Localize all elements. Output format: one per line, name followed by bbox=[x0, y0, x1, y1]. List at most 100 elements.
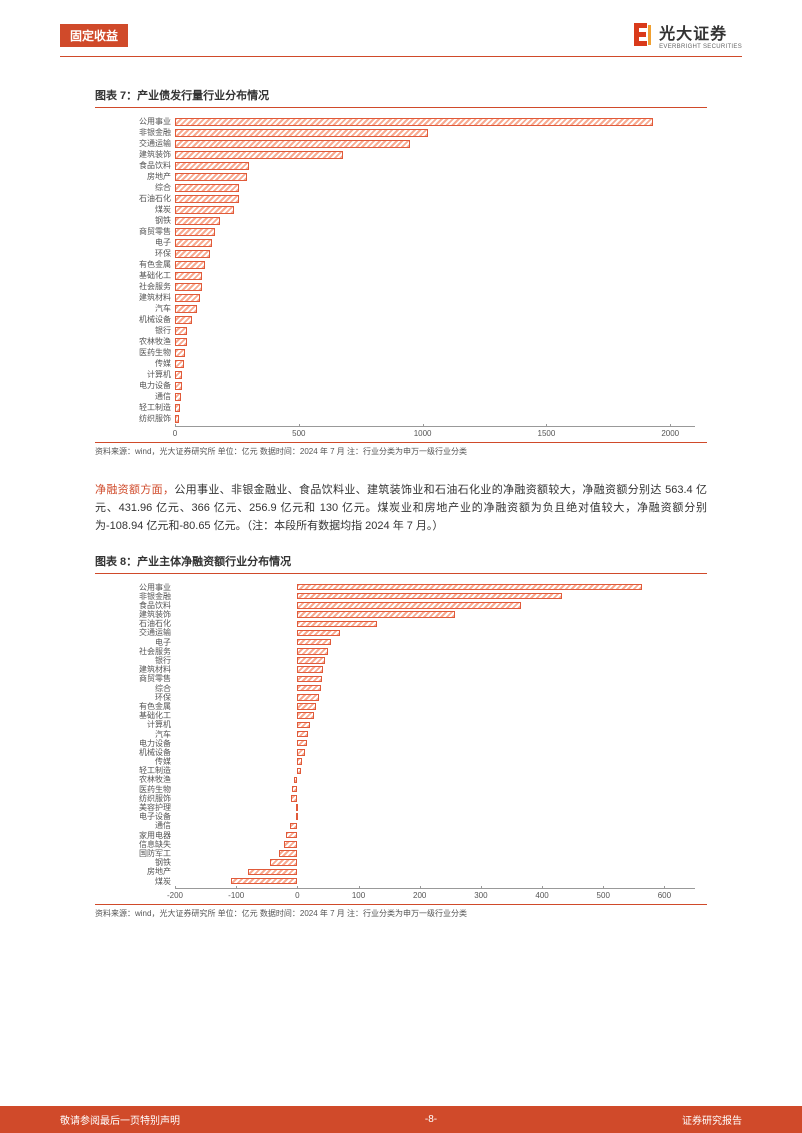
chart-8-bar-track bbox=[175, 840, 695, 849]
chart-8-bar bbox=[297, 749, 304, 756]
chart-8-row: 食品饮料 bbox=[95, 601, 707, 610]
chart-8-bar bbox=[297, 593, 561, 600]
chart-8-row: 机械设备 bbox=[95, 748, 707, 757]
chart-8-row: 商贸零售 bbox=[95, 674, 707, 683]
chart-7-row: 商贸零售 bbox=[95, 226, 707, 237]
chart-7-category-label: 食品饮料 bbox=[95, 160, 175, 171]
chart-7-bar bbox=[175, 371, 182, 379]
chart-8-bar-track bbox=[175, 610, 695, 619]
chart-7-category-label: 建筑装饰 bbox=[95, 149, 175, 160]
chart-7-row: 机械设备 bbox=[95, 314, 707, 325]
chart-8-bar-track bbox=[175, 628, 695, 637]
chart-8-bar bbox=[294, 777, 297, 784]
chart-7-category-label: 基础化工 bbox=[95, 270, 175, 281]
chart-7-bar-track bbox=[175, 281, 707, 292]
chart-7-bar bbox=[175, 349, 185, 357]
chart-8-axis-label: 400 bbox=[535, 891, 548, 900]
chart-8-row: 基础化工 bbox=[95, 711, 707, 720]
page-content: 图表 7：产业债发行量行业分布情况 公用事业非银金融交通运输建筑装饰食品饮料房地… bbox=[0, 57, 802, 919]
chart-7-axis-label: 1500 bbox=[538, 429, 556, 438]
chart-7-bar-track bbox=[175, 358, 707, 369]
chart-8-row: 电子 bbox=[95, 638, 707, 647]
logo-text-en: EVERBRIGHT SECURITIES bbox=[659, 44, 742, 50]
chart-8-bar-track bbox=[175, 821, 695, 830]
chart-8-bar bbox=[297, 666, 323, 673]
chart-7-category-label: 非银金融 bbox=[95, 127, 175, 138]
chart-8-bar-track bbox=[175, 674, 695, 683]
page-header: 固定收益 光大证券 EVERBRIGHT SECURITIES bbox=[0, 0, 802, 50]
footer-center: -8- bbox=[425, 1114, 437, 1125]
chart-7: 图表 7：产业债发行量行业分布情况 公用事业非银金融交通运输建筑装饰食品饮料房地… bbox=[95, 87, 707, 457]
chart-8-bar-track bbox=[175, 830, 695, 839]
chart-7-axis-label: 500 bbox=[292, 429, 305, 438]
chart-7-bar-track bbox=[175, 171, 707, 182]
chart-8-row: 纺织服饰 bbox=[95, 794, 707, 803]
chart-8-bar-track bbox=[175, 619, 695, 628]
chart-7-bar-track bbox=[175, 259, 707, 270]
chart-7-category-label: 银行 bbox=[95, 325, 175, 336]
chart-7-bar-track bbox=[175, 347, 707, 358]
chart-7-bar-track bbox=[175, 127, 707, 138]
chart-7-bar-track bbox=[175, 380, 707, 391]
chart-8-axis-label: 500 bbox=[597, 891, 610, 900]
chart-8-bars-wrapper: 公用事业非银金融食品饮料建筑装饰石油石化交通运输电子社会服务银行建筑材料商贸零售… bbox=[95, 582, 707, 885]
chart-7-source: 资料来源：wind，光大证券研究所 单位：亿元 数据时间：2024 年 7 月 … bbox=[95, 442, 707, 457]
chart-8-bar bbox=[290, 823, 297, 830]
chart-7-row: 食品饮料 bbox=[95, 160, 707, 171]
chart-8-row: 传媒 bbox=[95, 757, 707, 766]
chart-7-row: 轻工制造 bbox=[95, 402, 707, 413]
chart-7-category-label: 钢铁 bbox=[95, 215, 175, 226]
chart-8-area: 公用事业非银金融食品饮料建筑装饰石油石化交通运输电子社会服务银行建筑材料商贸零售… bbox=[95, 582, 707, 901]
chart-7-bar bbox=[175, 393, 181, 401]
chart-7-row: 医药生物 bbox=[95, 347, 707, 358]
chart-8-category-label: 煤炭 bbox=[95, 876, 175, 887]
chart-8-bar-track bbox=[175, 748, 695, 757]
chart-7-category-label: 石油石化 bbox=[95, 193, 175, 204]
chart-8-axis-label: 200 bbox=[413, 891, 426, 900]
chart-7-category-label: 综合 bbox=[95, 182, 175, 193]
chart-8-bar-track bbox=[175, 656, 695, 665]
para-lead: 净融资额方面， bbox=[95, 484, 174, 496]
chart-8-bar bbox=[297, 731, 308, 738]
chart-8-row: 环保 bbox=[95, 693, 707, 702]
chart-7-category-label: 煤炭 bbox=[95, 204, 175, 215]
chart-8-bar bbox=[297, 712, 314, 719]
chart-8-axis-label: -100 bbox=[228, 891, 244, 900]
chart-7-bar bbox=[175, 118, 653, 126]
chart-8-row: 汽车 bbox=[95, 729, 707, 738]
chart-7-bar bbox=[175, 250, 210, 258]
chart-8-bar-track bbox=[175, 867, 695, 876]
chart-7-bar-track bbox=[175, 193, 707, 204]
chart-7-category-label: 电力设备 bbox=[95, 380, 175, 391]
chart-7-category-label: 环保 bbox=[95, 248, 175, 259]
chart-7-row: 基础化工 bbox=[95, 270, 707, 281]
chart-7-bar-track bbox=[175, 248, 707, 259]
chart-8-bar bbox=[297, 584, 641, 591]
chart-8-row: 电子设备 bbox=[95, 812, 707, 821]
chart-7-category-label: 公用事业 bbox=[95, 116, 175, 127]
chart-8-row: 交通运输 bbox=[95, 628, 707, 637]
chart-8-bar bbox=[297, 602, 521, 609]
chart-8-bar bbox=[297, 648, 328, 655]
chart-7-category-label: 电子 bbox=[95, 237, 175, 248]
chart-7-bar-track bbox=[175, 160, 707, 171]
chart-8-row: 家用电器 bbox=[95, 830, 707, 839]
chart-8-bar bbox=[297, 694, 318, 701]
chart-8-bar bbox=[286, 832, 297, 839]
chart-7-row: 房地产 bbox=[95, 171, 707, 182]
chart-8-bar-track bbox=[175, 729, 695, 738]
chart-8-row: 建筑装饰 bbox=[95, 610, 707, 619]
chart-7-category-label: 机械设备 bbox=[95, 314, 175, 325]
chart-8-row: 电力设备 bbox=[95, 739, 707, 748]
footer-right: 证券研究报告 bbox=[682, 1112, 742, 1127]
chart-7-bar bbox=[175, 404, 180, 412]
chart-8-row: 医药生物 bbox=[95, 785, 707, 794]
category-badge: 固定收益 bbox=[60, 24, 128, 47]
chart-8-axis-label: 600 bbox=[658, 891, 671, 900]
chart-7-bar bbox=[175, 338, 187, 346]
chart-8-bar-track bbox=[175, 858, 695, 867]
chart-8-axis-label: -200 bbox=[167, 891, 183, 900]
chart-8-row: 有色金属 bbox=[95, 702, 707, 711]
chart-8-row: 计算机 bbox=[95, 720, 707, 729]
chart-7-bar bbox=[175, 305, 197, 313]
